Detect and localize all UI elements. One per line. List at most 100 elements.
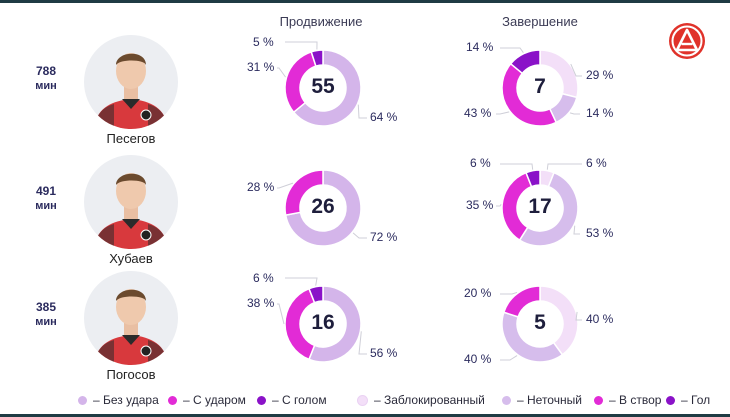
legend-label: – Заблокированный <box>374 393 485 407</box>
pct-label-goal: 6 % <box>470 156 491 170</box>
donut-segment-goal <box>525 169 541 188</box>
donut-segment-goal <box>509 49 541 75</box>
legend: – Без удара – С ударом – С голом – Забло… <box>0 393 730 411</box>
minutes-unit: мин <box>35 80 57 92</box>
donut-segment-with_shot <box>284 169 324 216</box>
legend-dot <box>666 395 675 405</box>
leader-line-with_goal <box>285 41 318 50</box>
pct-label-with_goal: 6 % <box>253 271 274 285</box>
minutes-unit: мин <box>35 200 57 212</box>
donut-segment-no_shot <box>308 285 362 363</box>
legend-dot <box>78 395 87 405</box>
legend-dot <box>594 395 603 405</box>
pct-label-on_target: 43 % <box>464 106 492 120</box>
donut-total: 26 <box>311 195 335 218</box>
donut-segment-with_goal <box>308 285 324 304</box>
minutes-played: 491 мин <box>24 184 68 212</box>
donut-segment-no_shot <box>292 49 362 127</box>
leader-line-off_target <box>573 225 580 235</box>
legend-label: – С голом <box>272 393 327 407</box>
leader-line-with_shot <box>277 303 285 325</box>
pct-label-blocked: 6 % <box>586 156 607 170</box>
pct-label-on_target: 35 % <box>466 198 494 212</box>
legend-label: – В створ <box>609 393 662 407</box>
pct-label-off_target: 53 % <box>586 226 614 240</box>
donut-total: 16 <box>311 311 335 334</box>
minutes-played: 788 мин <box>24 64 68 92</box>
leader-line-with_goal <box>285 277 318 286</box>
legend-item-goal: – Гол <box>666 393 710 407</box>
leader-line-with_shot <box>277 182 294 189</box>
player-photo <box>84 271 178 365</box>
leader-line-goal <box>500 163 534 170</box>
legend-dot <box>357 394 368 406</box>
pct-label-off_target: 40 % <box>464 352 492 366</box>
pct-label-no_shot: 64 % <box>370 110 398 124</box>
legend-dot <box>502 395 511 405</box>
donut-total: 7 <box>534 75 546 98</box>
leader-line-off_target <box>500 355 518 361</box>
top-border <box>0 0 730 3</box>
legend-item-blocked: – Заблокированный <box>357 393 485 407</box>
donut-total: 17 <box>528 195 552 218</box>
legend-item-no-shot: – Без удара <box>78 393 159 407</box>
leader-line-goal <box>500 47 524 54</box>
donut-segment-off_target <box>518 171 579 247</box>
leader-line-no_shot <box>358 331 367 355</box>
leader-line-on_target <box>500 291 518 295</box>
bottom-border <box>0 414 730 417</box>
pct-label-no_shot: 56 % <box>370 346 398 360</box>
legend-item-with-goal: – С голом <box>257 393 327 407</box>
pct-label-with_shot: 38 % <box>247 296 275 310</box>
finishing-header: Завершение <box>502 14 578 29</box>
leader-line-blocked <box>570 63 582 77</box>
pct-label-with_shot: 28 % <box>247 180 275 194</box>
pct-label-with_shot: 31 % <box>247 60 275 74</box>
leader-line-blocked <box>546 163 582 170</box>
legend-dot <box>168 395 177 405</box>
legend-label: – С ударом <box>183 393 246 407</box>
leader-line-no_shot <box>357 104 367 119</box>
leader-line-off_target <box>569 112 580 115</box>
donut-segment-no_shot <box>284 169 362 247</box>
legend-label: – Гол <box>681 393 711 407</box>
pct-label-on_target: 20 % <box>464 286 492 300</box>
minutes-unit: мин <box>35 316 57 328</box>
leader-line-on_target <box>496 204 502 207</box>
leader-line-blocked <box>575 311 582 321</box>
pct-label-with_goal: 5 % <box>253 35 274 49</box>
donut-segment-on_target <box>502 285 541 318</box>
player-avatar-icon <box>94 289 168 365</box>
leader-line-with_shot <box>277 67 286 78</box>
legend-item-off-target: – Неточный <box>502 393 582 407</box>
legend-item-on-target: – В створ <box>594 393 661 407</box>
donut-total: 55 <box>311 75 335 98</box>
pct-label-goal: 14 % <box>466 40 494 54</box>
minutes-played: 385 мин <box>24 300 68 328</box>
progression-header: Продвижение <box>279 14 363 29</box>
player-name: Песегов <box>106 131 156 146</box>
leader-line-no_shot <box>352 232 367 239</box>
pct-label-blocked: 29 % <box>586 68 614 82</box>
donut-total: 5 <box>534 311 546 334</box>
minutes-value: 385 <box>35 300 57 314</box>
player-name: Хубаев <box>109 251 153 266</box>
minutes-value: 491 <box>35 184 57 198</box>
player-name: Погосов <box>106 367 156 382</box>
legend-dot <box>257 395 266 405</box>
legend-label: – Неточный <box>517 393 582 407</box>
minutes-value: 788 <box>35 64 57 78</box>
club-logo <box>669 23 705 59</box>
pct-label-blocked: 40 % <box>586 312 614 326</box>
donut-segment-with_goal <box>310 49 324 68</box>
player-photo <box>84 35 178 129</box>
leader-line-on_target <box>496 111 510 115</box>
pct-label-off_target: 14 % <box>586 106 614 120</box>
pct-label-no_shot: 72 % <box>370 230 398 244</box>
